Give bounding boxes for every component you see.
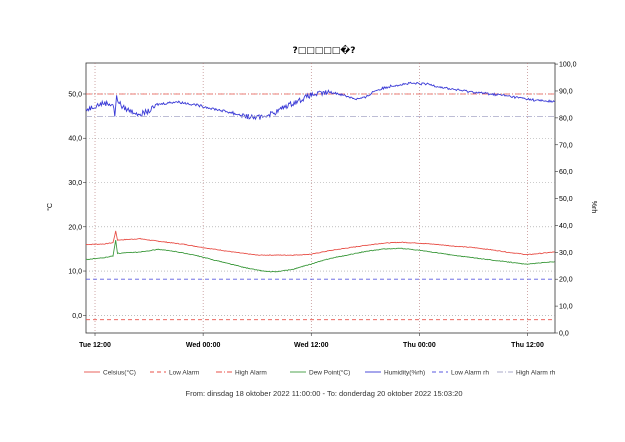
right-tick-label: 20,0 [559,277,573,284]
plot-frame [85,62,556,334]
legend-label: Low Alarm [169,370,199,377]
left-tick-label: 50,0 [68,91,82,98]
x-tick-label: Wed 00:00 [186,342,221,349]
x-axis: Tue 12:00 Wed 00:00 Wed 12:00 Thu 00:00 Thu … [79,333,544,349]
legend-label: High Alarm rh [516,370,556,377]
legend-label: Low Alarm rh [451,370,489,377]
right-tick-label: 100,0 [559,62,577,69]
x-tick-label: Thu 00:00 [403,342,436,349]
legend-label: Dew Point(°C) [309,369,350,377]
legend-label: Humidity(%rh) [384,370,425,377]
right-y-axis: 0,0 10,0 20,0 30,0 40,0 50,0 60,0 70,0 80,0 90,0 1… [555,62,577,338]
date-range-footer: From: dinsdag 18 oktober 2022 11:00:00 -… [185,389,462,398]
right-tick-label: 30,0 [559,250,573,257]
left-y-axis: 0,0 10,0 20,0 30,0 40,0 50,0 [68,91,86,320]
right-tick-label: 70,0 [559,142,573,149]
right-tick-label: 40,0 [559,223,573,230]
right-tick-label: 0,0 [559,331,569,338]
legend-label: Celsius(°C) [103,369,136,377]
x-tick-label: Wed 12:00 [294,342,329,349]
left-tick-label: 10,0 [68,269,82,276]
series-line-humidity-rh [85,81,555,121]
series-line-celsius-c [85,230,555,256]
left-tick-label: 20,0 [68,224,82,231]
left-tick-label: 30,0 [68,180,82,187]
chart-title: ?□□□□□�? [293,44,356,56]
legend: Celsius(°C) Low Alarm High Alarm Dew Point(… [84,369,556,377]
right-tick-label: 90,0 [559,88,573,95]
left-axis-label: °C [46,203,54,211]
x-tick-label: Tue 12:00 [79,342,111,349]
plot-area [85,62,556,334]
right-axis-label: %rh [590,201,597,214]
right-tick-label: 10,0 [559,304,573,311]
legend-label: High Alarm [235,370,267,377]
left-tick-label: 40,0 [68,136,82,143]
right-tick-label: 80,0 [559,115,573,122]
right-tick-label: 50,0 [559,196,573,203]
series-line-dew-point-c [85,240,555,273]
x-tick-label: Thu 12:00 [511,342,544,349]
right-tick-label: 60,0 [559,169,573,176]
left-tick-label: 0,0 [72,313,82,320]
